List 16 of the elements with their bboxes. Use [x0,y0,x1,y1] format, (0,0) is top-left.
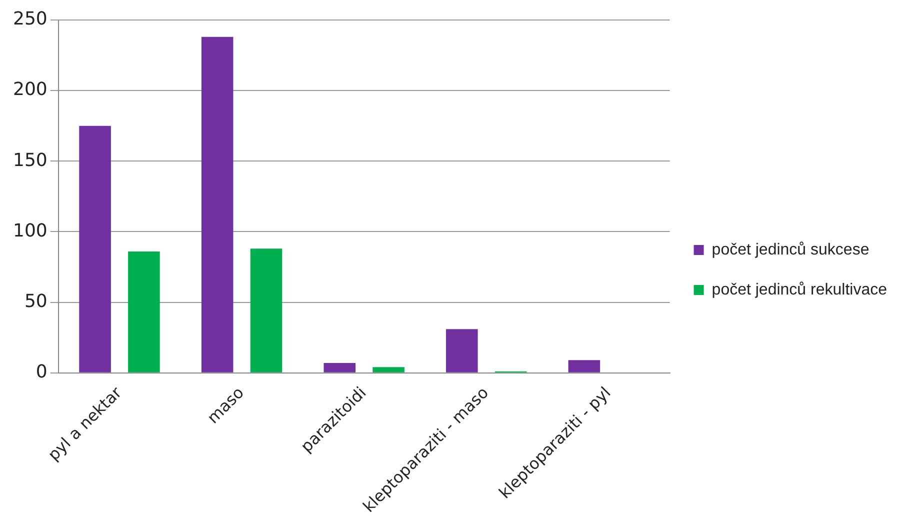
legend-label: počet jedinců rekultivace [712,281,888,298]
bar [201,36,234,372]
y-tick-label: 150 [12,150,48,171]
bar [324,362,356,372]
bar [250,248,282,372]
bar [568,360,600,372]
legend-label: počet jedinců sukcese [712,241,870,258]
y-tick-label: 0 [36,361,48,382]
y-tick-label: 50 [24,290,48,312]
y-tick-label: 250 [12,8,48,30]
y-tick-label: 200 [12,79,48,100]
bar [446,329,478,372]
y-tick-label: 100 [12,220,48,242]
bar [79,126,111,372]
bar [372,367,404,372]
bar [128,251,160,372]
